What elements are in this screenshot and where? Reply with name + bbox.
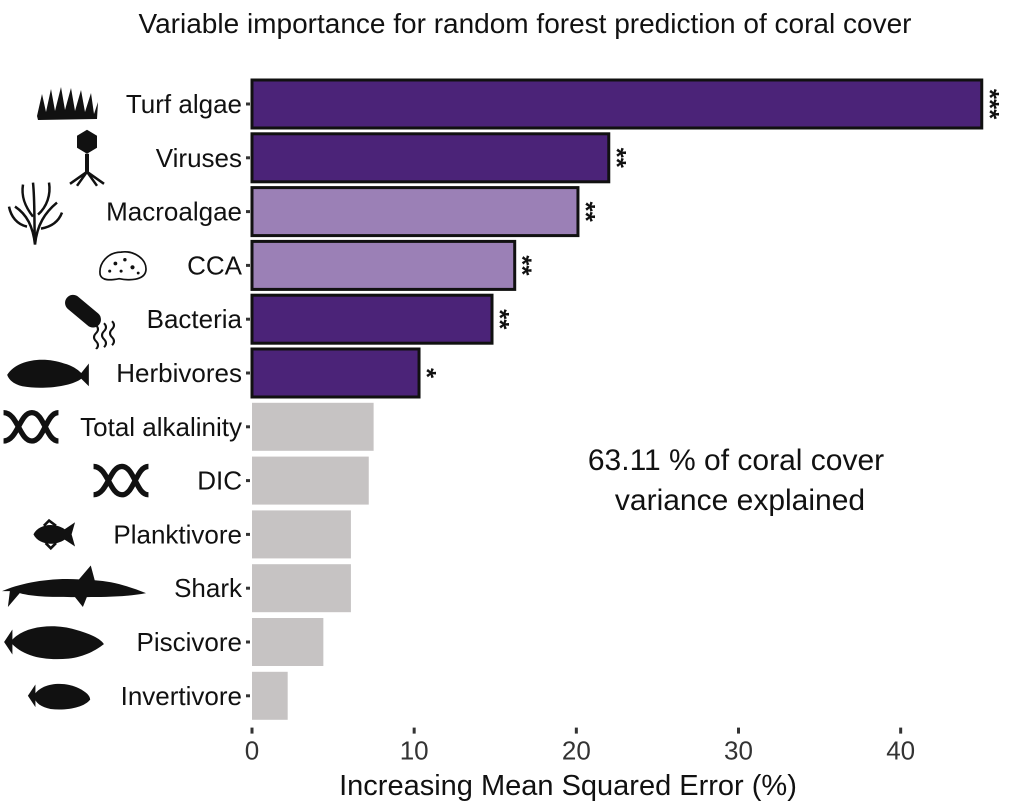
planktivore-fish-icon (32, 519, 77, 550)
significance-turf-algae: *** (975, 89, 1005, 120)
category-label-total-alkalinity: Total alkalinity (80, 412, 242, 442)
category-label-invertivore: Invertivore (121, 681, 242, 711)
category-label-herbivores: Herbivores (116, 358, 242, 388)
piscivore-fish-icon (4, 626, 104, 660)
category-label-viruses: Viruses (156, 143, 242, 173)
category-label-bacteria: Bacteria (147, 304, 243, 334)
bar-planktivore (252, 510, 351, 559)
bar-shark (252, 564, 351, 613)
category-icons (1, 87, 149, 710)
x-tick-label-40: 40 (886, 736, 915, 766)
bacteria-icon (60, 290, 115, 350)
significance-bacteria: ** (485, 309, 515, 330)
bar-macroalgae (250, 186, 580, 238)
variance-explained-line2: variance explained (615, 484, 865, 517)
significance-viruses: ** (602, 148, 632, 169)
cca-icon (99, 250, 147, 281)
variance-explained-line1: 63.11 % of coral cover (588, 444, 884, 477)
bar-piscivore (252, 618, 324, 666)
chart-title: Variable importance for random forest pr… (139, 8, 912, 39)
x-tick-label-30: 30 (724, 736, 753, 766)
bar-turf-algae (250, 78, 984, 130)
shark-icon (1, 565, 147, 607)
bar-total-alkalinity (252, 402, 374, 451)
bar-bacteria (250, 293, 494, 345)
significance-herbivores: * (412, 368, 442, 379)
invertivore-fish-icon (27, 683, 91, 710)
category-labels: Turf algae Viruses Macroalgae CCA Bacteria He… (80, 89, 250, 711)
category-label-cca: CCA (187, 250, 243, 280)
category-label-shark: Shark (174, 573, 243, 603)
x-tick-label-20: 20 (562, 736, 591, 766)
category-label-piscivore: Piscivore (137, 627, 242, 657)
herbivore-fish-icon (7, 359, 89, 388)
category-label-turf-algae: Turf algae (126, 89, 242, 119)
x-axis-ticks: 0 10 20 30 40 (245, 727, 915, 766)
helix-icon (94, 466, 149, 494)
bar-dic (252, 456, 369, 505)
bars-layer: ************ (250, 78, 1005, 720)
helix-icon (4, 413, 59, 441)
virus-icon (68, 128, 106, 188)
x-tick-label-10: 10 (400, 736, 429, 766)
significance-macroalgae: ** (571, 201, 601, 222)
category-label-planktivore: Planktivore (113, 519, 242, 549)
category-label-macroalgae: Macroalgae (106, 197, 242, 227)
significance-cca: ** (508, 255, 538, 276)
bar-viruses (250, 132, 611, 184)
macroalgae-icon (7, 181, 64, 247)
category-label-dic: DIC (197, 466, 242, 496)
turf-algae-icon (37, 87, 98, 120)
bar-herbivores (250, 347, 421, 399)
bar-cca (250, 239, 517, 291)
bar-invertivore (252, 671, 288, 720)
x-axis-title: Increasing Mean Squared Error (%) (339, 770, 797, 802)
x-tick-label-0: 0 (245, 736, 259, 766)
